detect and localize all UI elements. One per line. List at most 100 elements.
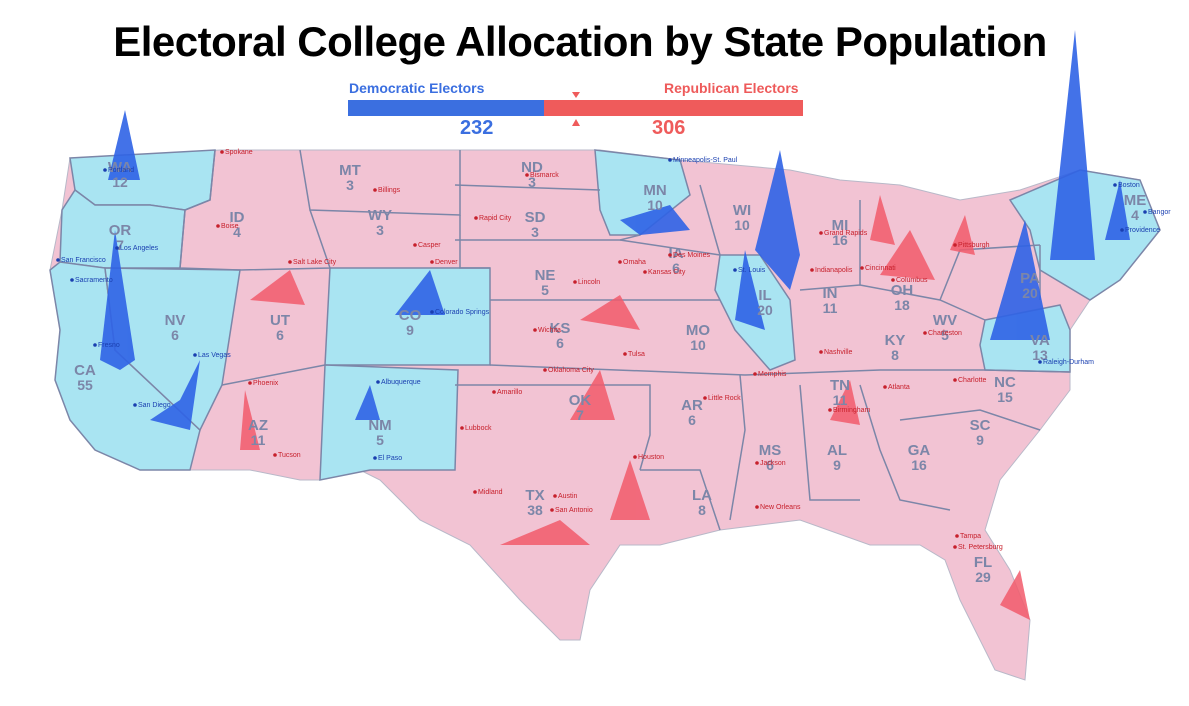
city-label-houston: Houston: [638, 454, 664, 461]
city-label-indianapolis: Indianapolis: [815, 267, 853, 274]
city-dot-billings: [373, 188, 377, 192]
peak-austin: [500, 520, 590, 545]
state-label-mn: MN: [643, 182, 666, 199]
city-dot-amarillo: [492, 390, 496, 394]
state-labels: WA12OR7CA55NV6ID4MT3WY3UT6CO9AZ11NM5ND3S…: [74, 159, 1146, 585]
city-dot-nashville: [819, 350, 823, 354]
state-ev-wi: 10: [734, 217, 750, 233]
state-label-or: OR: [109, 222, 132, 239]
city-label-new-orleans: New Orleans: [760, 504, 801, 511]
peak-albuquerque: [355, 385, 380, 420]
city-label-portland: Portland: [108, 167, 134, 174]
state-label-il: IL: [758, 287, 771, 304]
city-dot-boise: [216, 224, 220, 228]
peak-oklahoma: [570, 370, 615, 420]
state-ev-or: 7: [116, 237, 124, 253]
state-label-nv: NV: [165, 312, 186, 329]
state-label-ar: AR: [681, 397, 703, 414]
state-ev-wy: 3: [376, 222, 384, 238]
state-ev-mo: 10: [690, 337, 706, 353]
midpoint-marker-bottom: [572, 119, 580, 126]
city-label-raleigh-durham: Raleigh-Durham: [1043, 359, 1094, 366]
city-label-fresno: Fresno: [98, 342, 120, 349]
city-dot-boston: [1113, 183, 1117, 187]
state-ev-ne: 5: [541, 282, 549, 298]
state-ev-tx: 38: [527, 502, 543, 518]
city-label-kansas-city: Kansas City: [648, 269, 686, 276]
city-label-boston: Boston: [1118, 182, 1140, 189]
city-label-phoenix: Phoenix: [253, 380, 279, 387]
city-dot-grand-rapids: [819, 231, 823, 235]
state-ev-ut: 6: [276, 327, 284, 343]
city-dot-little-rock: [703, 396, 707, 400]
city-label-tulsa: Tulsa: [628, 351, 645, 358]
city-dot-raleigh-durham: [1038, 360, 1042, 364]
state-label-sd: SD: [525, 209, 546, 226]
city-dot-kansas-city: [643, 270, 647, 274]
state-ev-oh: 18: [894, 297, 910, 313]
city-dot-pittsburgh: [953, 243, 957, 247]
state-ev-ks: 6: [556, 335, 564, 351]
city-label-casper: Casper: [418, 242, 441, 249]
city-label-bismarck: Bismarck: [530, 172, 559, 179]
city-label-st-petersburg: St. Petersburg: [958, 544, 1003, 551]
city-label-wichita: Wichita: [538, 327, 561, 334]
city-dot-midland: [473, 490, 477, 494]
state-label-la: LA: [692, 487, 712, 504]
state-label-ga: GA: [908, 442, 931, 459]
peak-seattle: [108, 110, 140, 180]
state-ev-nc: 15: [997, 389, 1013, 405]
city-dot-rapid-city: [474, 216, 478, 220]
city-dot-bismarck: [525, 173, 529, 177]
city-dot-san-antonio: [550, 508, 554, 512]
peak-phoenix: [240, 390, 260, 450]
city-label-charlotte: Charlotte: [958, 377, 987, 384]
city-dot-omaha: [618, 260, 622, 264]
state-ev-wv: 5: [941, 327, 949, 343]
state-ev-ky: 8: [891, 347, 899, 363]
city-labels: Spokane Portland San Francisco Sacramento Lo…: [56, 149, 1171, 551]
state-borders: [179, 149, 1071, 531]
city-label-spokane: Spokane: [225, 149, 253, 156]
city-label-pittsburgh: Pittsburgh: [958, 242, 990, 249]
city-dot-indianapolis: [810, 268, 814, 272]
state-ev-me: 4: [1131, 207, 1139, 223]
city-label-nashville: Nashville: [824, 349, 853, 356]
state-label-ia: IA: [669, 245, 684, 262]
peak-minneapolis: [620, 205, 690, 235]
state-ev-mi: 16: [832, 232, 848, 248]
city-dot-tulsa: [623, 352, 627, 356]
city-dot-minneapolis-st-paul: [668, 158, 672, 162]
state-ev-al: 9: [833, 457, 841, 473]
city-dot-des-moines: [668, 253, 672, 257]
city-dot-san-francisco: [56, 258, 60, 262]
city-dot-colorado-springs: [430, 310, 434, 314]
state-ev-mn: 10: [647, 197, 663, 213]
city-dot-albuquerque: [376, 380, 380, 384]
state-ev-nd: 3: [528, 174, 536, 190]
city-label-atlanta: Atlanta: [888, 384, 910, 391]
state-ev-ca: 55: [77, 377, 93, 393]
state-ev-in: 11: [823, 300, 838, 316]
peak-grand-rapids: [870, 195, 895, 245]
state-label-pa: PA: [1020, 270, 1040, 287]
city-label-salt-lake-city: Salt Lake City: [293, 259, 337, 266]
city-label-san-diego: San Diego: [138, 402, 171, 409]
city-label-san-francisco: San Francisco: [61, 257, 106, 264]
state-fill-wa: [69, 149, 216, 211]
peak-las-vegas-san-diego: [150, 360, 200, 430]
republican-electors-label: Republican Electors: [664, 80, 799, 96]
city-dot-charleston: [923, 331, 927, 335]
city-dot-los-angeles: [115, 246, 119, 250]
city-label-las-vegas: Las Vegas: [198, 352, 231, 359]
city-dot-tampa: [955, 534, 959, 538]
city-dot-tucson: [273, 453, 277, 457]
state-label-tx: TX: [525, 487, 544, 504]
city-dot-portland: [103, 168, 107, 172]
city-dot-bangor: [1143, 210, 1147, 214]
city-label-minneapolis-st-paul: Minneapolis-St. Paul: [673, 157, 738, 164]
state-label-az: AZ: [248, 417, 268, 434]
city-dot-st-louis: [733, 268, 737, 272]
city-label-bangor: Bangor: [1148, 209, 1171, 216]
city-label-little-rock: Little Rock: [708, 395, 741, 402]
